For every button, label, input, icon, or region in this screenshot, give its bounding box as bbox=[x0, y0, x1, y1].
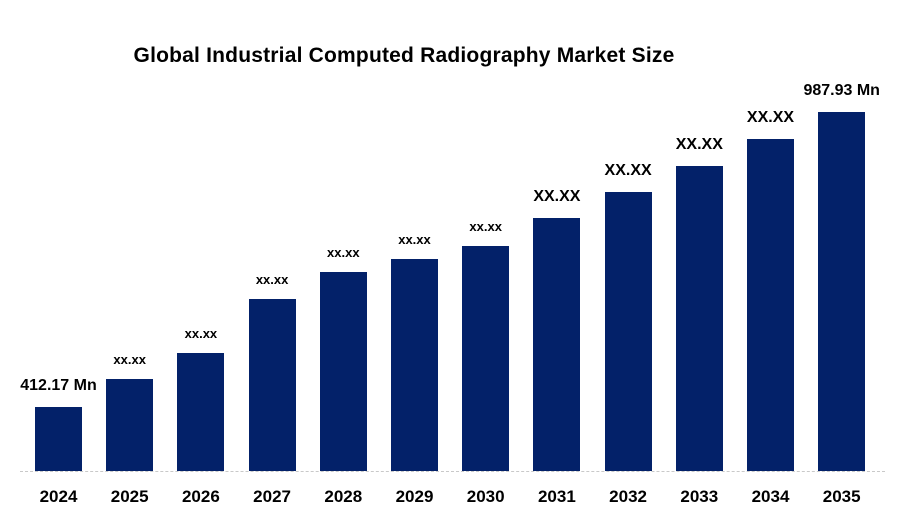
bar bbox=[675, 166, 723, 471]
x-tick-label: 2026 bbox=[181, 487, 220, 506]
bar-value-label: xx.xx bbox=[184, 326, 218, 341]
x-tick-label: 2024 bbox=[39, 487, 78, 506]
bar-group: xx.xx 2030 bbox=[462, 220, 510, 505]
bar bbox=[106, 379, 154, 471]
bar-group: XX.XX 2033 bbox=[675, 137, 723, 506]
bar bbox=[747, 139, 794, 471]
bar bbox=[248, 299, 296, 471]
bar-value-label: xx.xx bbox=[255, 272, 289, 287]
x-tick-label: 2030 bbox=[466, 487, 505, 506]
bar bbox=[533, 218, 581, 471]
bar-group: xx.xx 2025 bbox=[106, 353, 154, 505]
x-tick-label: 2032 bbox=[609, 487, 648, 506]
bar-value-label: XX.XX bbox=[604, 162, 652, 179]
bar-value-label: xx.xx bbox=[113, 352, 146, 367]
bar bbox=[35, 407, 82, 471]
bar-value-label: 987.93 Mn bbox=[803, 82, 880, 99]
bar-value-label: xx.xx bbox=[469, 219, 502, 234]
chart-title: Global Industrial Computed Radiography M… bbox=[133, 44, 675, 67]
bar-group: xx.xx 2026 bbox=[177, 327, 225, 505]
x-tick-label: 2034 bbox=[751, 487, 790, 506]
bar-group: xx.xx 2027 bbox=[248, 273, 296, 505]
bar-group: XX.XX 2031 bbox=[533, 189, 581, 506]
x-tick-label: 2031 bbox=[537, 487, 576, 506]
bar-group: XX.XX 2034 bbox=[747, 110, 794, 506]
bar-value-label: XX.XX bbox=[675, 136, 723, 153]
x-axis-line bbox=[20, 471, 885, 472]
bar-value-label: xx.xx bbox=[327, 245, 360, 260]
x-tick-label: 2033 bbox=[680, 487, 719, 506]
x-tick-label: 2028 bbox=[324, 487, 363, 506]
bar-group: xx.xx 2029 bbox=[391, 233, 438, 505]
bar bbox=[319, 272, 367, 471]
bar-group: 412.17 Mn 2024 bbox=[20, 378, 96, 506]
bar-group: 987.93 Mn 2035 bbox=[803, 83, 879, 506]
bar bbox=[604, 192, 652, 471]
bar-group: XX.XX 2032 bbox=[604, 163, 652, 506]
bar-value-label: xx.xx bbox=[398, 232, 431, 247]
x-tick-label: 2025 bbox=[110, 487, 149, 506]
bar-group: xx.xx 2028 bbox=[319, 246, 367, 505]
bar bbox=[462, 246, 510, 471]
bar-value-label: XX.XX bbox=[746, 109, 795, 126]
bar bbox=[391, 259, 438, 471]
bar bbox=[177, 353, 225, 471]
x-tick-label: 2035 bbox=[822, 487, 861, 506]
bar bbox=[818, 112, 866, 471]
x-tick-label: 2029 bbox=[395, 487, 434, 506]
bar-value-label: 412.17 Mn bbox=[20, 377, 97, 394]
x-tick-label: 2027 bbox=[253, 487, 292, 506]
bar-value-label: XX.XX bbox=[533, 188, 581, 205]
